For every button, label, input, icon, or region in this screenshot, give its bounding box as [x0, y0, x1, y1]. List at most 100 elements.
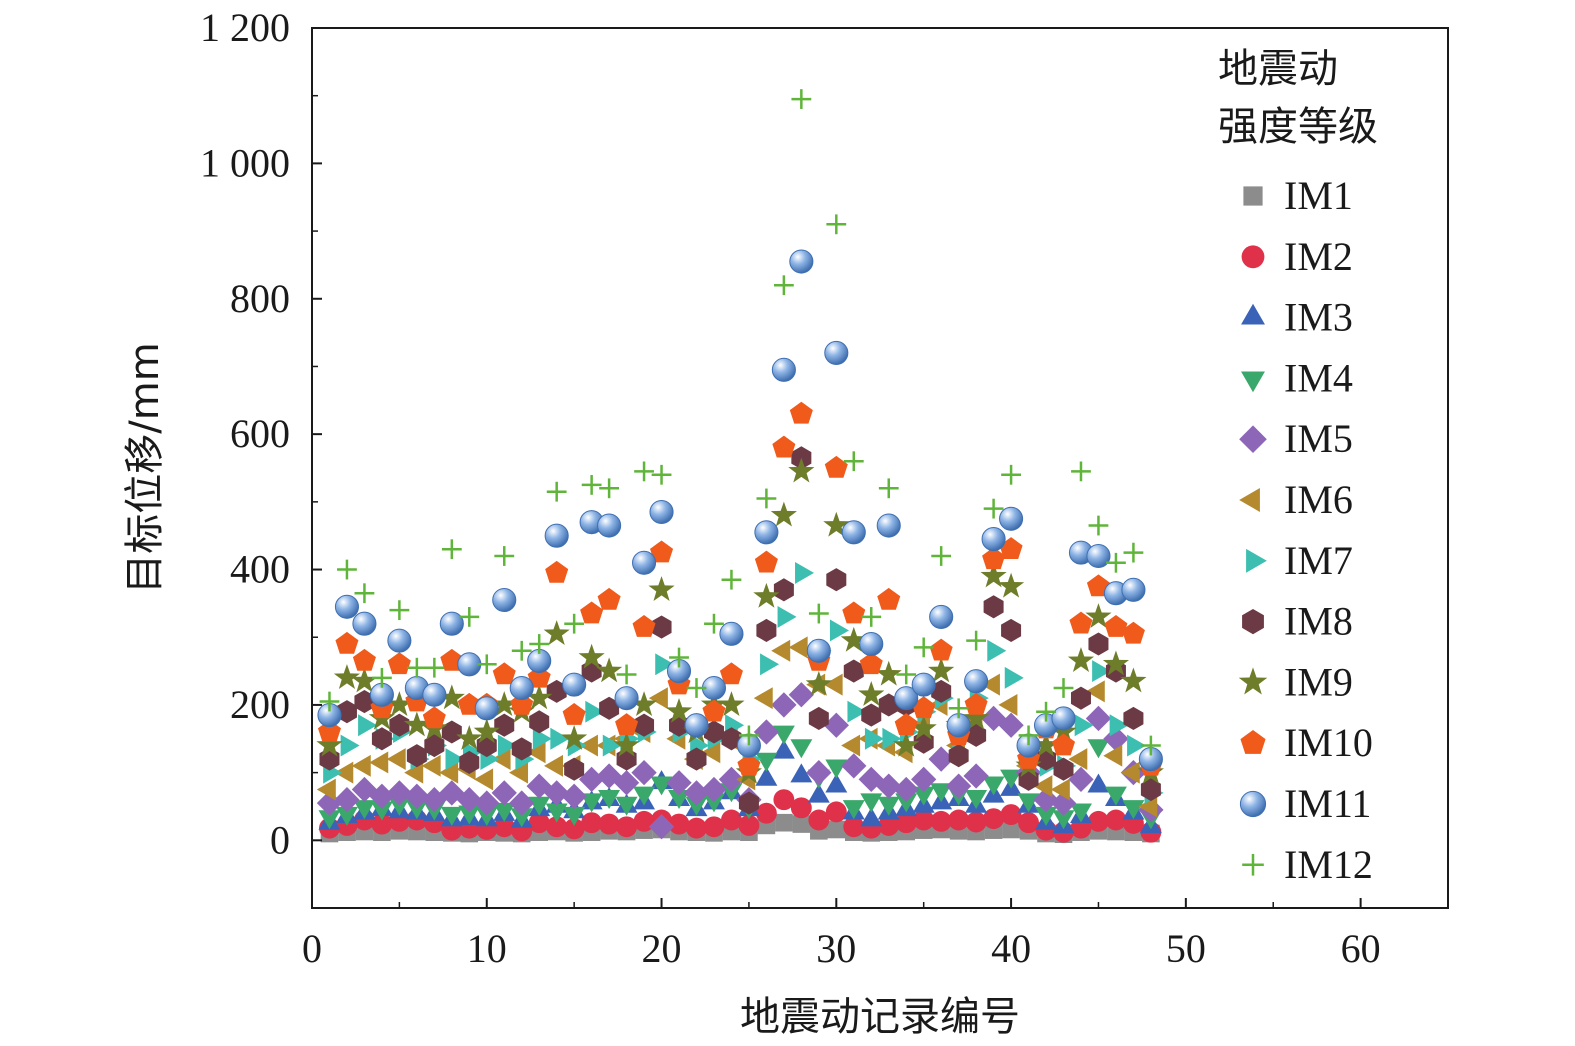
data-point	[792, 815, 811, 833]
data-point	[841, 520, 866, 545]
data-point	[562, 702, 586, 725]
data-point	[529, 634, 550, 654]
data-point	[1140, 735, 1161, 756]
data-point	[998, 572, 1025, 598]
data-point	[825, 759, 848, 779]
data-point	[770, 501, 797, 527]
data-point	[701, 741, 721, 764]
data-point	[840, 626, 867, 652]
data-point	[760, 653, 780, 676]
data-point	[336, 700, 357, 724]
data-point	[352, 611, 377, 636]
data-point	[807, 783, 830, 803]
data-point	[372, 667, 392, 688]
data-point	[983, 808, 1005, 830]
data-point	[737, 753, 761, 776]
data-point	[578, 643, 605, 669]
data-point	[946, 773, 972, 799]
legend-label: IM9	[1284, 659, 1353, 704]
data-point	[1088, 515, 1109, 536]
data-point	[1018, 725, 1039, 746]
data-point	[878, 693, 899, 717]
data-point	[877, 796, 900, 816]
data-point	[335, 806, 358, 826]
series-im5	[316, 682, 1164, 840]
data-point	[756, 618, 777, 643]
data-point	[491, 748, 511, 771]
data-point	[1000, 804, 1022, 826]
data-point	[823, 673, 843, 696]
data-point	[532, 727, 552, 750]
data-point	[824, 455, 848, 478]
data-point	[858, 681, 885, 706]
legend-marker	[1241, 303, 1265, 325]
data-point	[755, 752, 778, 772]
data-point	[669, 647, 689, 668]
data-point	[529, 710, 550, 734]
data-point	[878, 814, 900, 836]
data-point	[545, 560, 569, 583]
data-point	[876, 513, 901, 538]
data-point	[1105, 809, 1127, 831]
data-point	[651, 615, 672, 639]
data-point	[948, 698, 969, 719]
data-point	[825, 773, 848, 793]
data-point	[494, 713, 515, 737]
data-point	[772, 725, 795, 745]
data-point	[405, 800, 428, 820]
data-point	[424, 733, 445, 758]
data-point	[999, 537, 1023, 560]
data-point	[1000, 769, 1023, 789]
data-point	[389, 713, 410, 737]
legend-items: IM1 IM2 IM3 IM4 IM5 IM6 IM7 IM8 IM9 IM10 IM11 IM12	[1238, 173, 1373, 887]
data-point	[1092, 660, 1112, 683]
data-point	[841, 734, 861, 757]
legend-label: IM6	[1284, 477, 1353, 522]
data-point	[718, 691, 745, 717]
data-point	[598, 789, 621, 809]
y-tick-label: 200	[230, 682, 290, 727]
data-point	[1120, 761, 1140, 784]
data-point	[1052, 810, 1075, 830]
data-point	[686, 747, 707, 771]
data-point	[474, 768, 494, 791]
data-point	[860, 793, 883, 813]
data-point	[876, 773, 902, 799]
data-point	[912, 786, 935, 806]
data-point	[1123, 706, 1144, 731]
data-point	[319, 691, 340, 712]
data-point	[316, 778, 336, 801]
data-point	[860, 807, 883, 827]
data-point	[615, 713, 639, 736]
y-tick-label: 1 000	[200, 140, 290, 185]
legend-marker	[1241, 371, 1265, 393]
data-point	[581, 475, 602, 495]
data-point	[777, 605, 797, 628]
data-point	[1085, 705, 1112, 732]
data-point	[756, 488, 777, 509]
data-point	[424, 657, 445, 678]
data-point	[509, 675, 534, 701]
data-point	[473, 718, 500, 744]
data-point	[842, 601, 866, 624]
data-point	[422, 706, 446, 729]
data-point	[928, 657, 955, 683]
data-point	[701, 776, 727, 803]
data-point	[459, 750, 480, 775]
data-point	[1086, 543, 1111, 569]
data-point	[1033, 787, 1059, 813]
data-point	[928, 746, 954, 772]
data-point	[544, 523, 569, 548]
data-point	[983, 498, 1004, 519]
data-point	[369, 783, 395, 809]
data-point	[1035, 806, 1057, 826]
data-point	[982, 547, 1006, 570]
data-point	[965, 789, 988, 809]
data-point	[651, 464, 672, 485]
data-point	[509, 761, 529, 784]
x-tick-label: 60	[1341, 926, 1381, 971]
data-point	[843, 659, 864, 683]
legend-marker	[1240, 730, 1266, 754]
data-point	[351, 776, 378, 803]
data-point	[616, 816, 638, 838]
